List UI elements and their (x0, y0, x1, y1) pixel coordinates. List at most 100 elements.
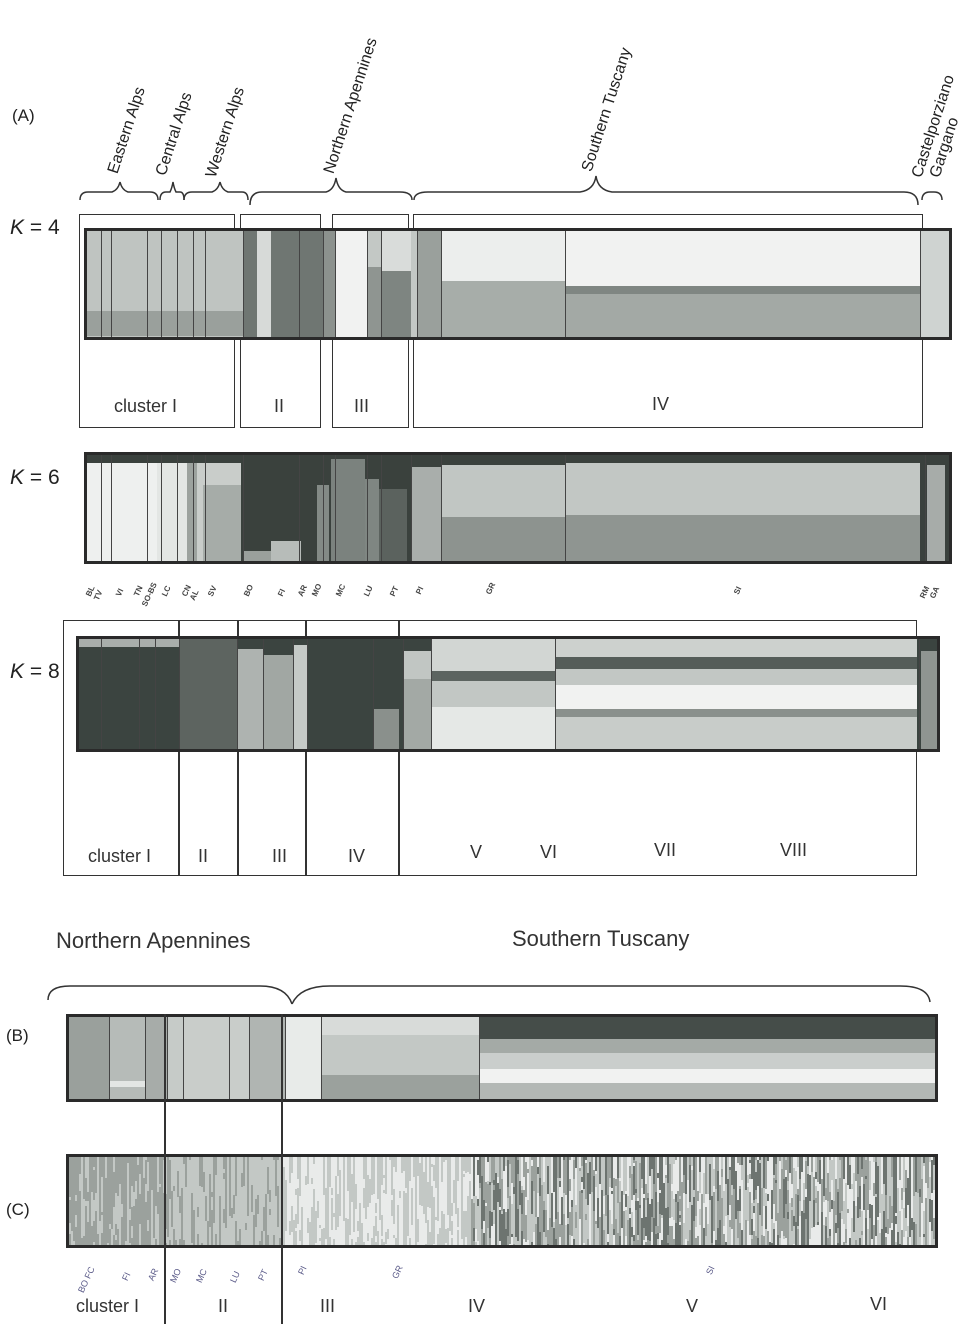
c-membership-stripe (101, 1215, 103, 1233)
c-membership-stripe (311, 1235, 313, 1245)
c-membership-stripe (873, 1225, 875, 1239)
c-membership-stripe (331, 1230, 333, 1233)
c-membership-stripe (813, 1177, 815, 1200)
c-membership-stripe (833, 1234, 835, 1245)
c-membership-stripe (407, 1157, 409, 1192)
c-membership-stripe (311, 1231, 313, 1235)
c-membership-stripe (679, 1218, 681, 1222)
c-membership-stripe (311, 1207, 313, 1228)
c-membership-stripe (397, 1205, 399, 1236)
c-cluster-label-4: IV (468, 1296, 486, 1316)
c-membership-stripe (543, 1201, 545, 1210)
c-membership-stripe (827, 1238, 829, 1245)
c-membership-stripe (709, 1206, 711, 1223)
c-membership-stripe (381, 1231, 383, 1236)
c-membership-stripe (859, 1217, 861, 1238)
c-membership-stripe (677, 1191, 679, 1202)
c-membership-stripe (157, 1214, 159, 1245)
c-membership-stripe (391, 1232, 393, 1245)
c-membership-stripe (477, 1206, 479, 1241)
c-membership-stripe (293, 1157, 295, 1189)
c-membership-stripe (915, 1224, 917, 1245)
c-membership-stripe (309, 1178, 311, 1203)
c-membership-stripe (313, 1227, 315, 1245)
c-membership-stripe (355, 1242, 357, 1245)
c-membership-stripe (645, 1200, 647, 1217)
c-membership-stripe (335, 1230, 337, 1245)
c-membership-stripe (511, 1234, 513, 1237)
c-membership-stripe (149, 1238, 151, 1245)
c-membership-stripe (375, 1203, 377, 1213)
c-membership-stripe (643, 1173, 645, 1194)
c-membership-stripe (589, 1194, 591, 1202)
c-membership-stripe (679, 1215, 681, 1218)
c-membership-stripe (701, 1194, 703, 1219)
c-membership-stripe (83, 1191, 85, 1199)
c-membership-stripe (703, 1234, 705, 1245)
c-membership-stripe (675, 1157, 677, 1160)
c-membership-stripe (653, 1234, 655, 1245)
c-membership-stripe (313, 1164, 315, 1189)
c-membership-stripe (597, 1160, 599, 1198)
c-membership-stripe (145, 1227, 147, 1245)
c-membership-stripe (287, 1231, 289, 1245)
c-membership-stripe (255, 1246, 257, 1248)
c-membership-stripe (565, 1195, 567, 1225)
c-membership-stripe (153, 1166, 155, 1192)
c-membership-stripe (171, 1160, 173, 1191)
c-membership-stripe (731, 1157, 733, 1185)
c-membership-stripe (825, 1200, 827, 1217)
k8-label: K = 8 (10, 660, 60, 683)
c-membership-stripe (445, 1160, 447, 1190)
c-membership-stripe (553, 1157, 555, 1192)
c-membership-stripe (619, 1236, 621, 1245)
c-membership-stripe (347, 1219, 349, 1242)
c-membership-stripe (427, 1157, 429, 1177)
c-membership-stripe (811, 1239, 813, 1245)
c-membership-stripe (399, 1219, 401, 1245)
c-membership-stripe (355, 1184, 357, 1209)
c-membership-stripe (597, 1206, 599, 1228)
c-membership-stripe (713, 1157, 715, 1169)
c-membership-stripe (531, 1242, 533, 1245)
c-membership-stripe (251, 1233, 253, 1240)
c-membership-stripe (619, 1181, 621, 1202)
c-membership-stripe (293, 1189, 295, 1203)
c-membership-stripe (89, 1176, 91, 1187)
c-membership-stripe (223, 1169, 225, 1173)
c-membership-stripe (779, 1238, 781, 1245)
c-membership-stripe (609, 1245, 611, 1248)
c-membership-stripe (223, 1223, 225, 1245)
c-membership-stripe (575, 1212, 577, 1228)
c-membership-stripe (265, 1245, 267, 1248)
c-membership-stripe (169, 1240, 171, 1245)
c-membership-stripe (547, 1244, 549, 1245)
c-membership-stripe (751, 1179, 753, 1203)
c-membership-stripe (165, 1201, 167, 1229)
c-membership-stripe (137, 1165, 139, 1169)
c-membership-stripe (451, 1157, 453, 1172)
c-membership-stripe (823, 1157, 825, 1196)
c-membership-stripe (505, 1212, 507, 1229)
c-membership-stripe (559, 1224, 561, 1237)
c-membership-stripe (689, 1230, 691, 1245)
c-membership-stripe (385, 1241, 387, 1244)
c-membership-stripe (273, 1223, 275, 1228)
c-membership-stripe (901, 1230, 903, 1245)
c-membership-stripe (435, 1157, 437, 1164)
c-membership-stripe (631, 1227, 633, 1237)
c-membership-stripe (447, 1215, 449, 1228)
c-membership-stripe (613, 1192, 615, 1229)
c-membership-stripe (523, 1177, 525, 1190)
c-membership-stripe (83, 1236, 85, 1239)
c-membership-stripe (375, 1184, 377, 1203)
c-membership-stripe (237, 1241, 239, 1245)
c-membership-stripe (195, 1203, 197, 1233)
c-membership-stripe (295, 1214, 297, 1228)
c-membership-stripe (443, 1214, 445, 1245)
c-membership-stripe (559, 1178, 561, 1181)
c-membership-stripe (211, 1197, 213, 1210)
c-membership-stripe (743, 1182, 745, 1216)
c-membership-stripe (363, 1179, 365, 1188)
c-membership-stripe (149, 1170, 151, 1173)
